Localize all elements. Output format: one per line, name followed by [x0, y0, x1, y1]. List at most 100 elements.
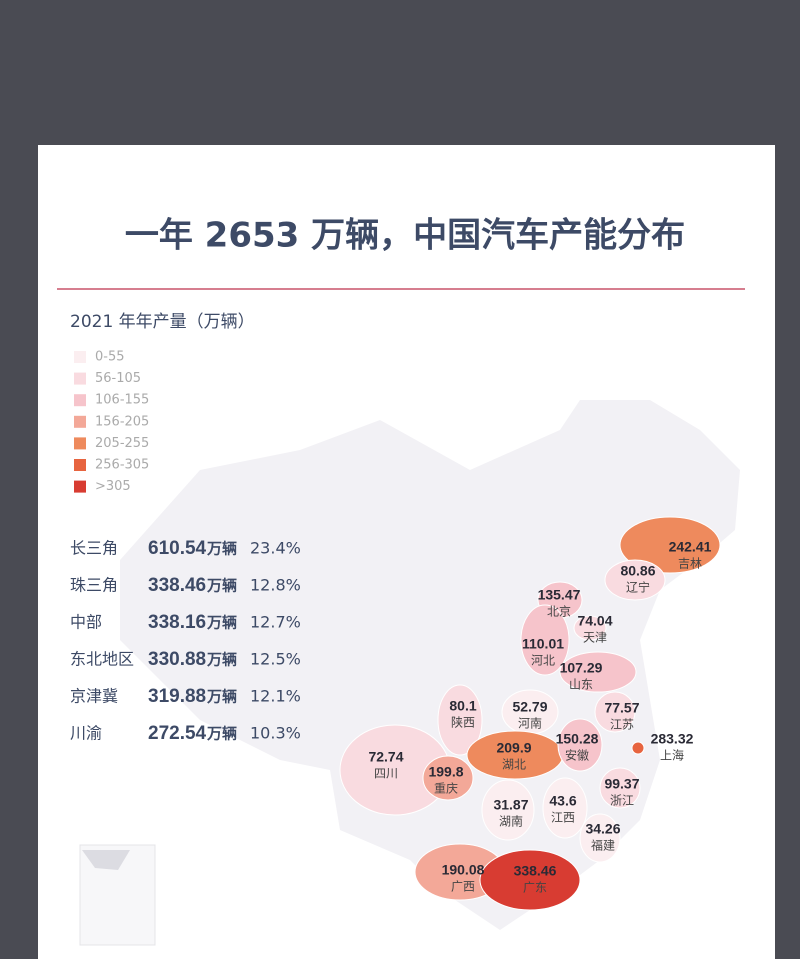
province-value: 190.08: [442, 862, 485, 878]
province-value: 31.87: [493, 797, 528, 813]
region-name: 长三角: [70, 539, 118, 558]
legend-label: 205-255: [95, 436, 149, 451]
region-share: 12.1%: [250, 687, 301, 706]
province: [557, 718, 603, 772]
legend-swatch: [74, 372, 86, 385]
province-value: 77.57: [604, 700, 639, 716]
province-name: 陕西: [451, 715, 475, 730]
inset-shape: [82, 850, 130, 870]
province-value: 72.74: [368, 749, 403, 765]
province-name: 河北: [531, 654, 555, 668]
region-value: 610.54: [148, 538, 207, 559]
region-value: 330.88: [148, 649, 206, 670]
region-share: 10.3%: [250, 724, 301, 743]
legend-swatch: [74, 415, 86, 428]
region-name: 珠三角: [70, 576, 118, 595]
backdrop: [0, 0, 800, 145]
province: [479, 849, 581, 911]
province-name: 山东: [569, 678, 593, 692]
province-value: 99.37: [604, 776, 639, 792]
region-unit: 万辆: [206, 688, 237, 706]
region-share: 12.7%: [250, 613, 301, 632]
province-name: 安徽: [565, 748, 589, 763]
legend-swatch: [74, 437, 86, 450]
province-value: 74.04: [577, 613, 612, 629]
region-share: 12.8%: [250, 576, 301, 595]
province-value: 107.29: [560, 660, 603, 676]
region-name: 中部: [70, 613, 102, 632]
region-unit: 万辆: [206, 725, 237, 743]
province-name: 湖北: [502, 757, 526, 772]
province-value: 135.47: [538, 587, 581, 603]
province: [604, 559, 666, 601]
province-value: 110.01: [522, 636, 564, 652]
region-unit: 万辆: [206, 540, 237, 558]
legend-label: 106-155: [95, 393, 149, 408]
province-name: 广东: [523, 881, 547, 895]
region-unit: 万辆: [206, 651, 237, 669]
province: [559, 651, 637, 693]
province-name: 福建: [591, 838, 615, 853]
province-name: 四川: [374, 767, 398, 781]
province-shapes: [339, 516, 721, 911]
province: [573, 615, 607, 641]
province: [422, 755, 474, 801]
province-name: 江苏: [610, 718, 634, 732]
province-value: 338.46: [514, 863, 557, 879]
region-name: 京津冀: [70, 687, 118, 706]
province-name: 河南: [518, 716, 542, 731]
province-value: 150.28: [556, 731, 599, 747]
province: [619, 516, 721, 574]
province-value: 34.26: [585, 821, 620, 837]
province: [631, 741, 645, 755]
province-name: 重庆: [434, 782, 458, 796]
legend-swatch: [74, 480, 86, 493]
legend-label: 156-205: [95, 414, 149, 429]
province: [579, 813, 621, 863]
region-value: 272.54: [148, 723, 207, 744]
region-name: 川渝: [70, 724, 102, 743]
region-unit: 万辆: [206, 614, 237, 632]
legend-label: 256-305: [95, 458, 149, 473]
legend-label: >305: [95, 479, 131, 494]
province-name: 广西: [451, 880, 475, 894]
region-value: 338.46: [148, 575, 206, 596]
province-value: 199.8: [428, 764, 463, 780]
province-name: 浙江: [610, 794, 634, 808]
province-name: 湖南: [499, 814, 523, 829]
legend-label: 0-55: [95, 350, 125, 365]
province-name: 天津: [583, 631, 607, 645]
province-value: 80.86: [620, 563, 655, 579]
region-share: 23.4%: [250, 539, 301, 558]
subtitle: 2021 年年产量（万辆）: [70, 312, 255, 332]
region-value: 338.16: [148, 612, 206, 633]
province-name: 辽宁: [626, 580, 650, 595]
region-value: 319.88: [148, 686, 206, 707]
legend-swatch: [74, 459, 86, 471]
title: 一年 2653 万辆，中国汽车产能分布: [125, 216, 685, 256]
legend-label: 56-105: [95, 371, 141, 386]
province-value: 209.9: [496, 740, 531, 756]
province: [599, 767, 641, 809]
region-name: 东北地区: [70, 650, 134, 669]
province: [594, 691, 636, 733]
province-value: 43.6: [549, 793, 576, 809]
province-name: 北京: [547, 605, 571, 619]
legend-swatch: [74, 351, 86, 363]
legend-swatch: [74, 394, 86, 407]
province-value: 80.1: [449, 698, 476, 714]
province: [520, 604, 570, 676]
province-name: 江西: [551, 811, 575, 825]
region-share: 12.5%: [250, 650, 301, 669]
region-unit: 万辆: [206, 577, 237, 595]
province-name: 吉林: [678, 557, 702, 571]
legend: 0-55 56-105 106-155 156-205 205-255 256-305 >3…: [74, 350, 149, 494]
province: [437, 684, 483, 756]
province-name: 上海: [660, 748, 684, 763]
province-value: 242.41: [669, 539, 712, 555]
province-value: 52.79: [512, 699, 547, 715]
province: [481, 779, 535, 841]
region-stats: 长三角 610.54 万辆 23.4%珠三角 338.46 万辆 12.8%中部 338.16…: [70, 538, 301, 744]
